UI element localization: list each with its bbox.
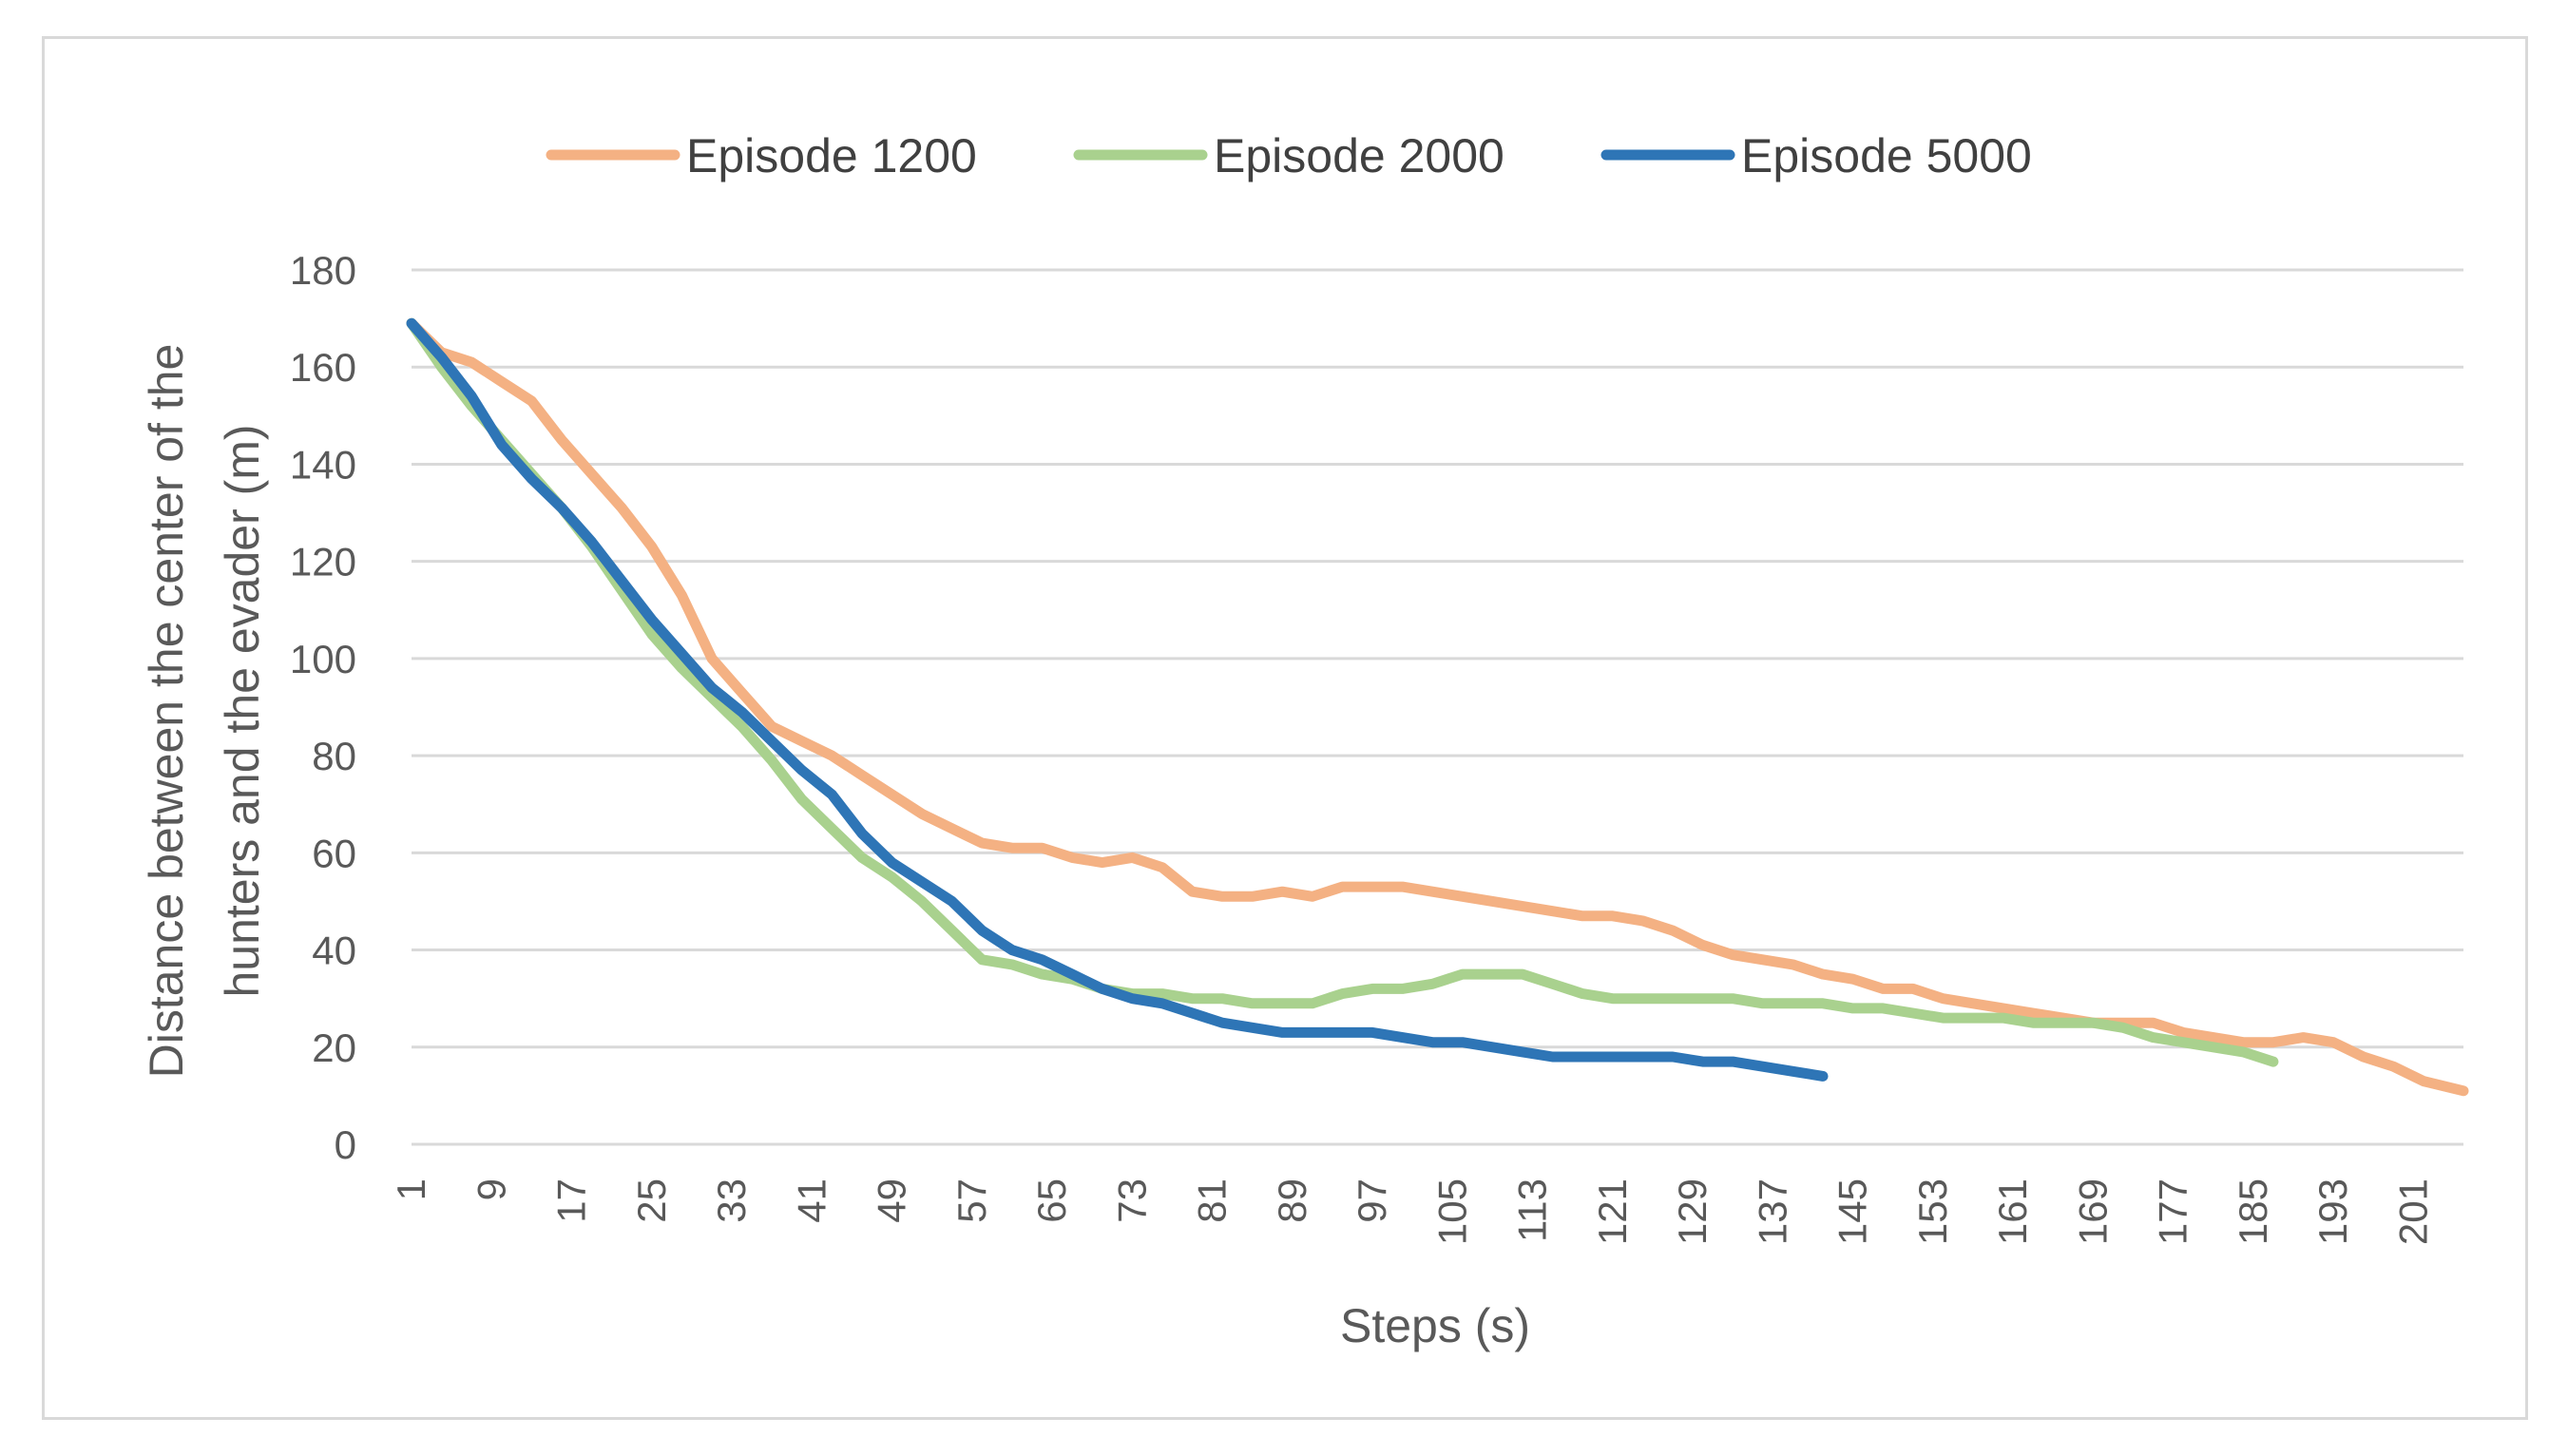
x-tick-label: 161: [1990, 1178, 2035, 1245]
x-tick-label: 89: [1270, 1178, 1314, 1223]
x-tick-label: 185: [2231, 1178, 2275, 1245]
x-tick-label: 113: [1510, 1178, 1555, 1242]
x-tick-label: 41: [789, 1178, 834, 1223]
x-tick-label: 25: [629, 1178, 674, 1223]
y-tick-label: 40: [312, 929, 356, 973]
x-axis-title: Steps (s): [1340, 1299, 1530, 1352]
x-axis-ticks: 1 9 17 25 33 41 49 57 65 73 81 89 97 105 113 121 129 137 1…: [389, 1178, 2435, 1245]
x-tick-label: 9: [469, 1178, 513, 1200]
chart-frame: [42, 36, 2528, 1420]
gridlines: [412, 268, 2463, 1146]
y-tick-label: 140: [290, 442, 356, 487]
legend-label-2: Episode 2000: [1214, 129, 1504, 182]
x-tick-label: 137: [1750, 1178, 1794, 1245]
x-tick-label: 169: [2070, 1178, 2115, 1245]
x-tick-label: 201: [2390, 1178, 2435, 1245]
y-tick-label: 160: [290, 345, 356, 390]
x-tick-label: 177: [2151, 1178, 2195, 1245]
x-tick-label: 65: [1029, 1178, 1074, 1223]
y-tick-label: 180: [290, 248, 356, 293]
x-tick-label: 81: [1190, 1178, 1235, 1223]
series-line-episode-5000: [406, 317, 1829, 1082]
y-tick-label: 60: [312, 831, 356, 875]
y-axis-title-line-2: hunters and the evader (m): [216, 424, 269, 997]
x-tick-label: 57: [949, 1178, 994, 1223]
series-line-episode-2000: [406, 317, 2279, 1067]
series-lines: [406, 317, 2469, 1097]
x-tick-label: 17: [549, 1178, 594, 1223]
x-tick-label: 145: [1830, 1178, 1875, 1245]
x-tick-label: 153: [1910, 1178, 1955, 1245]
legend-label-3: Episode 5000: [1741, 129, 2032, 182]
y-axis-ticks: 0 20 40 60 80 100 120 140 160 180: [290, 248, 356, 1167]
y-tick-label: 120: [290, 540, 356, 584]
y-tick-label: 100: [290, 637, 356, 681]
x-tick-label: 49: [870, 1178, 914, 1223]
y-axis-title-line-1: Distance between the center of the: [140, 344, 193, 1079]
x-tick-label: 33: [709, 1178, 754, 1223]
y-tick-label: 0: [335, 1122, 356, 1167]
y-tick-label: 80: [312, 734, 356, 778]
legend: Episode 1200 Episode 2000 Episode 5000: [546, 129, 2032, 182]
x-tick-label: 1: [389, 1178, 433, 1200]
x-tick-label: 73: [1109, 1178, 1154, 1223]
x-tick-label: 121: [1590, 1178, 1635, 1245]
legend-label-1: Episode 1200: [686, 129, 977, 182]
x-tick-label: 105: [1429, 1178, 1474, 1245]
x-tick-label: 193: [2310, 1178, 2355, 1245]
x-tick-label: 129: [1670, 1178, 1715, 1245]
y-tick-label: 20: [312, 1025, 356, 1070]
x-tick-label: 97: [1350, 1178, 1394, 1223]
